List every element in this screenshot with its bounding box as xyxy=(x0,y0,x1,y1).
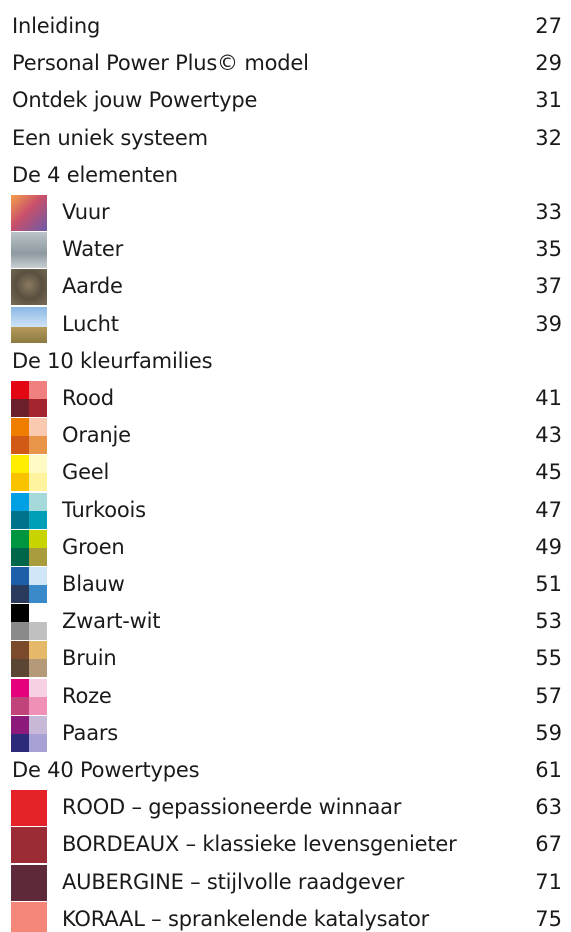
toc-entry: Vuur 33 xyxy=(0,194,571,231)
page-number: 49 xyxy=(535,535,562,559)
page-number: 27 xyxy=(535,14,562,38)
entry-label: Paars xyxy=(62,721,118,745)
toc-entry: De 4 elementen xyxy=(0,157,571,194)
toc-entry: KORAAL – sprankelende katalysator 75 xyxy=(0,901,571,932)
page-number: 55 xyxy=(535,646,562,670)
entry-icon xyxy=(11,641,47,677)
entry-label: KORAAL – sprankelende katalysator xyxy=(62,907,429,931)
entry-icon xyxy=(11,865,47,901)
entry-icon xyxy=(11,790,47,826)
entry-icon xyxy=(11,567,47,603)
page-number: 41 xyxy=(535,386,562,410)
entry-icon xyxy=(11,679,47,715)
entry-icon xyxy=(11,530,47,566)
entry-icon xyxy=(11,455,47,491)
toc-entry: De 10 kleurfamilies xyxy=(0,343,571,380)
entry-label: Personal Power Plus© model xyxy=(12,51,309,75)
entry-label: Zwart-wit xyxy=(62,609,160,633)
entry-icon xyxy=(11,195,47,231)
toc-entry: Een uniek systeem 32 xyxy=(0,120,571,157)
toc-entry: Lucht 39 xyxy=(0,306,571,343)
toc-entry: Turkoois 47 xyxy=(0,492,571,529)
entry-label: Groen xyxy=(62,535,125,559)
page-number: 59 xyxy=(535,721,562,745)
toc-entry: Inleiding 27 xyxy=(0,8,571,45)
page-number: 29 xyxy=(535,51,562,75)
entry-icon xyxy=(11,418,47,454)
entry-icon xyxy=(11,604,47,640)
entry-label: Vuur xyxy=(62,200,109,224)
toc-entry: Groen 49 xyxy=(0,529,571,566)
entry-label: Blauw xyxy=(62,572,125,596)
toc-entry: Oranje 43 xyxy=(0,417,571,454)
entry-label: ROOD – gepassioneerde winnaar xyxy=(62,795,401,819)
toc-entry: BORDEAUX – klassieke levensgenieter 67 xyxy=(0,826,571,863)
entry-label: Bruin xyxy=(62,646,117,670)
entry-label: Een uniek systeem xyxy=(12,126,208,150)
page-number: 39 xyxy=(535,312,562,336)
entry-label: De 40 Powertypes xyxy=(12,758,199,782)
entry-label: Roze xyxy=(62,684,112,708)
entry-label: AUBERGINE – stijlvolle raadgever xyxy=(62,870,404,894)
entry-label: Oranje xyxy=(62,423,131,447)
page-number: 35 xyxy=(535,237,562,261)
entry-label: Water xyxy=(62,237,123,261)
entry-label: BORDEAUX – klassieke levensgenieter xyxy=(62,832,457,856)
toc-entry: Personal Power Plus© model 29 xyxy=(0,45,571,82)
page-number: 63 xyxy=(535,795,562,819)
entry-label: Rood xyxy=(62,386,114,410)
toc-entry: Geel 45 xyxy=(0,454,571,491)
toc-entry: ROOD – gepassioneerde winnaar 63 xyxy=(0,789,571,826)
page-number: 61 xyxy=(535,758,562,782)
toc-entry: Zwart-wit 53 xyxy=(0,603,571,640)
toc-entry: AUBERGINE – stijlvolle raadgever 71 xyxy=(0,864,571,901)
entry-icon xyxy=(11,716,47,752)
page-number: 67 xyxy=(535,832,562,856)
entry-icon xyxy=(11,902,47,932)
page-number: 71 xyxy=(535,870,562,894)
entry-icon xyxy=(11,269,47,305)
toc-entry: Paars 59 xyxy=(0,715,571,752)
page-number: 57 xyxy=(535,684,562,708)
page-number: 33 xyxy=(535,200,562,224)
toc-entry: Water 35 xyxy=(0,231,571,268)
entry-icon xyxy=(11,493,47,529)
entry-label: De 10 kleurfamilies xyxy=(12,349,212,373)
page-number: 75 xyxy=(535,907,562,931)
entry-icon xyxy=(11,232,47,268)
entry-label: De 4 elementen xyxy=(12,163,178,187)
toc-entry: Roze 57 xyxy=(0,678,571,715)
toc-entry: Blauw 51 xyxy=(0,566,571,603)
entry-label: Geel xyxy=(62,460,109,484)
page-number: 51 xyxy=(535,572,562,596)
entry-icon xyxy=(11,381,47,417)
entry-icon xyxy=(11,307,47,343)
toc-entry: Bruin 55 xyxy=(0,640,571,677)
entry-label: Inleiding xyxy=(12,14,100,38)
toc-entry: Aarde 37 xyxy=(0,268,571,305)
toc-entry: De 40 Powertypes 61 xyxy=(0,752,571,789)
entry-icon xyxy=(11,827,47,863)
entry-label: Aarde xyxy=(62,274,123,298)
page-number: 37 xyxy=(535,274,562,298)
page-number: 43 xyxy=(535,423,562,447)
toc-entry: Rood 41 xyxy=(0,380,571,417)
page-number: 47 xyxy=(535,498,562,522)
page-number: 32 xyxy=(535,126,562,150)
table-of-contents: Inleiding 27 Personal Power Plus© model 29 O… xyxy=(0,0,571,932)
page-number: 53 xyxy=(535,609,562,633)
entry-label: Ontdek jouw Powertype xyxy=(12,88,257,112)
entry-label: Lucht xyxy=(62,312,119,336)
entry-label: Turkoois xyxy=(62,498,146,522)
page-number: 31 xyxy=(535,88,562,112)
page-number: 45 xyxy=(535,460,562,484)
toc-entry: Ontdek jouw Powertype 31 xyxy=(0,82,571,119)
